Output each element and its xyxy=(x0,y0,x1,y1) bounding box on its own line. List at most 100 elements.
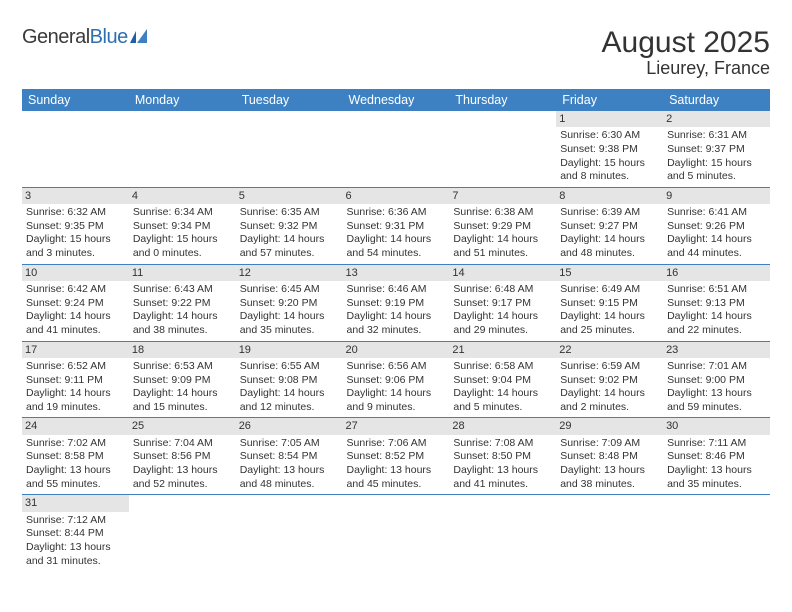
daylight-text: Daylight: 14 hours and 32 minutes. xyxy=(347,310,446,337)
sunset-text: Sunset: 8:48 PM xyxy=(560,450,659,464)
day-number xyxy=(236,495,343,511)
daylight-text: Daylight: 14 hours and 35 minutes. xyxy=(240,310,339,337)
brand-logo: GeneralBlue xyxy=(22,26,152,49)
sunrise-text: Sunrise: 6:30 AM xyxy=(560,129,659,143)
sunset-text: Sunset: 9:32 PM xyxy=(240,220,339,234)
sunset-text: Sunset: 8:56 PM xyxy=(133,450,232,464)
sunrise-text: Sunrise: 6:39 AM xyxy=(560,206,659,220)
calendar-cell: 23 Sunrise: 7:01 AMSunset: 9:00 PMDayligh… xyxy=(663,341,770,418)
calendar-cell: 20Sunrise: 6:56 AMSunset: 9:06 PMDayligh… xyxy=(343,341,450,418)
sunset-text: Sunset: 9:19 PM xyxy=(347,297,446,311)
calendar-cell: 29Sunrise: 7:09 AMSunset: 8:48 PMDayligh… xyxy=(556,418,663,495)
sunrise-text: Sunrise: 7:06 AM xyxy=(347,437,446,451)
day-number: 31 xyxy=(22,495,129,511)
calendar-cell: 25Sunrise: 7:04 AMSunset: 8:56 PMDayligh… xyxy=(129,418,236,495)
day-number: 12 xyxy=(236,265,343,281)
calendar-cell: 31Sunrise: 7:12 AMSunset: 8:44 PMDayligh… xyxy=(22,495,129,571)
calendar-cell: 5Sunrise: 6:35 AMSunset: 9:32 PMDaylight… xyxy=(236,187,343,264)
weekday-header: Wednesday xyxy=(343,89,450,111)
day-number xyxy=(663,495,770,511)
day-number: 10 xyxy=(22,265,129,281)
daylight-text: Daylight: 13 hours and 48 minutes. xyxy=(240,464,339,491)
sunrise-text: Sunrise: 7:02 AM xyxy=(26,437,125,451)
day-number xyxy=(343,111,450,127)
sunset-text: Sunset: 9:20 PM xyxy=(240,297,339,311)
calendar-cell: 10Sunrise: 6:42 AMSunset: 9:24 PMDayligh… xyxy=(22,264,129,341)
sunrise-text: Sunrise: 6:51 AM xyxy=(667,283,766,297)
weekday-header: Sunday xyxy=(22,89,129,111)
day-number xyxy=(343,495,450,511)
brand-part2: Blue xyxy=(90,26,128,49)
calendar-cell: 22Sunrise: 6:59 AMSunset: 9:02 PMDayligh… xyxy=(556,341,663,418)
day-number: 30 xyxy=(663,418,770,434)
sunset-text: Sunset: 9:08 PM xyxy=(240,374,339,388)
sunset-text: Sunset: 9:00 PM xyxy=(667,374,766,388)
calendar-cell xyxy=(343,111,450,187)
sunset-text: Sunset: 9:11 PM xyxy=(26,374,125,388)
sunset-text: Sunset: 9:24 PM xyxy=(26,297,125,311)
calendar-row: 24 Sunrise: 7:02 AMSunset: 8:58 PM Dayligh… xyxy=(22,418,770,495)
calendar-cell: 13Sunrise: 6:46 AMSunset: 9:19 PMDayligh… xyxy=(343,264,450,341)
daylight-text: Daylight: 14 hours and 44 minutes. xyxy=(667,233,766,260)
day-number: 23 xyxy=(663,342,770,358)
calendar-cell xyxy=(343,495,450,571)
daylight-text: Daylight: 14 hours and 5 minutes. xyxy=(453,387,552,414)
day-number xyxy=(449,111,556,127)
location: Lieurey, France xyxy=(602,58,770,79)
calendar-cell: 16Sunrise: 6:51 AMSunset: 9:13 PMDayligh… xyxy=(663,264,770,341)
header: GeneralBlue August 2025 Lieurey, France xyxy=(22,26,770,79)
day-number: 4 xyxy=(129,188,236,204)
daylight-text: Daylight: 13 hours and 59 minutes. xyxy=(667,387,766,414)
daylight-text: Daylight: 14 hours and 15 minutes. xyxy=(133,387,232,414)
sunrise-text: Sunrise: 6:55 AM xyxy=(240,360,339,374)
sunrise-text: Sunrise: 7:01 AM xyxy=(667,360,766,374)
day-number xyxy=(22,111,129,127)
calendar-cell: 14Sunrise: 6:48 AMSunset: 9:17 PMDayligh… xyxy=(449,264,556,341)
calendar-cell xyxy=(556,495,663,571)
daylight-text: Daylight: 15 hours and 5 minutes. xyxy=(667,157,766,184)
daylight-text: Daylight: 14 hours and 25 minutes. xyxy=(560,310,659,337)
day-number: 11 xyxy=(129,265,236,281)
day-number: 24 xyxy=(22,418,129,434)
calendar-table: Sunday Monday Tuesday Wednesday Thursday… xyxy=(22,89,770,571)
day-number: 27 xyxy=(343,418,450,434)
calendar-row: 1Sunrise: 6:30 AMSunset: 9:38 PMDaylight… xyxy=(22,111,770,187)
daylight-text: Daylight: 14 hours and 57 minutes. xyxy=(240,233,339,260)
day-number: 29 xyxy=(556,418,663,434)
calendar-cell: 21Sunrise: 6:58 AMSunset: 9:04 PMDayligh… xyxy=(449,341,556,418)
sunrise-text: Sunrise: 6:52 AM xyxy=(26,360,125,374)
sunset-text: Sunset: 9:31 PM xyxy=(347,220,446,234)
brand-part1: General xyxy=(22,26,90,49)
daylight-text: Daylight: 15 hours and 0 minutes. xyxy=(133,233,232,260)
sunset-text: Sunset: 9:04 PM xyxy=(453,374,552,388)
daylight-text: Daylight: 13 hours and 41 minutes. xyxy=(453,464,552,491)
weekday-header: Saturday xyxy=(663,89,770,111)
calendar-cell xyxy=(236,495,343,571)
calendar-cell: 9Sunrise: 6:41 AMSunset: 9:26 PMDaylight… xyxy=(663,187,770,264)
calendar-row: 31Sunrise: 7:12 AMSunset: 8:44 PMDayligh… xyxy=(22,495,770,571)
weekday-header: Friday xyxy=(556,89,663,111)
day-number xyxy=(556,495,663,511)
calendar-cell: 12Sunrise: 6:45 AMSunset: 9:20 PMDayligh… xyxy=(236,264,343,341)
daylight-text: Daylight: 14 hours and 29 minutes. xyxy=(453,310,552,337)
sunrise-text: Sunrise: 6:38 AM xyxy=(453,206,552,220)
calendar-cell xyxy=(449,495,556,571)
calendar-cell xyxy=(129,495,236,571)
day-number: 21 xyxy=(449,342,556,358)
daylight-text: Daylight: 13 hours and 52 minutes. xyxy=(133,464,232,491)
sunset-text: Sunset: 8:58 PM xyxy=(26,450,125,464)
day-number: 9 xyxy=(663,188,770,204)
calendar-cell: 11Sunrise: 6:43 AMSunset: 9:22 PMDayligh… xyxy=(129,264,236,341)
sunrise-text: Sunrise: 6:41 AM xyxy=(667,206,766,220)
page: GeneralBlue August 2025 Lieurey, France … xyxy=(0,0,792,581)
sunset-text: Sunset: 9:37 PM xyxy=(667,143,766,157)
day-number: 3 xyxy=(22,188,129,204)
daylight-text: Daylight: 13 hours and 38 minutes. xyxy=(560,464,659,491)
month-title: August 2025 xyxy=(602,26,770,60)
sunset-text: Sunset: 8:52 PM xyxy=(347,450,446,464)
calendar-cell xyxy=(663,495,770,571)
day-number: 16 xyxy=(663,265,770,281)
calendar-cell: 18Sunrise: 6:53 AMSunset: 9:09 PMDayligh… xyxy=(129,341,236,418)
day-number: 15 xyxy=(556,265,663,281)
calendar-cell xyxy=(129,111,236,187)
